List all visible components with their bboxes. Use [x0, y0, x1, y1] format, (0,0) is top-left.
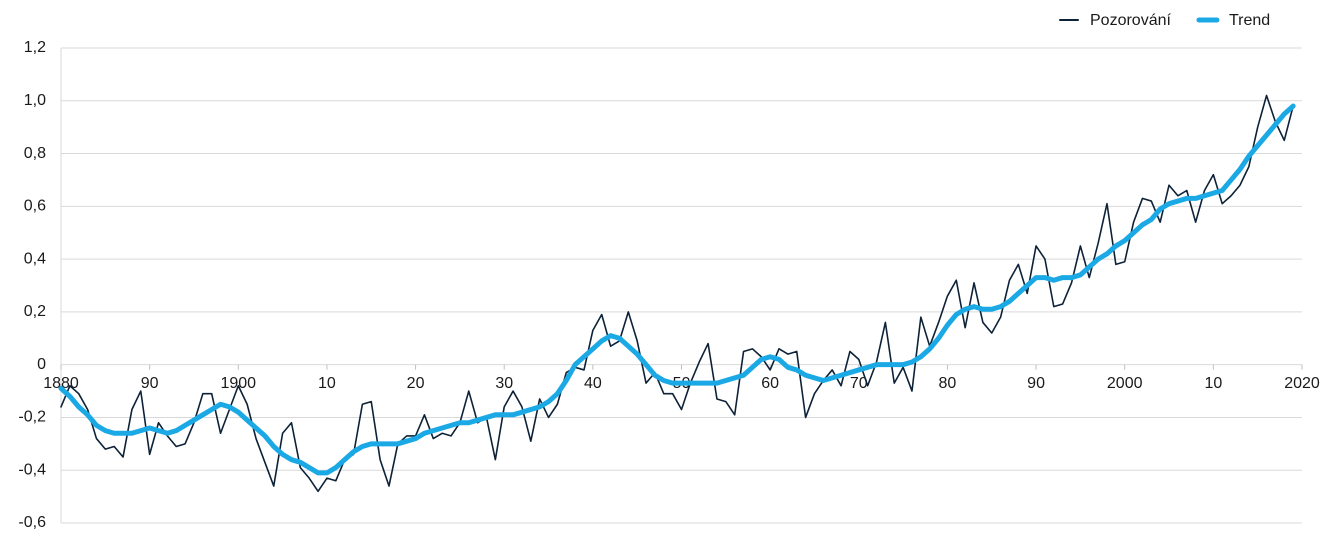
- y-tick-label: 1,0: [24, 92, 46, 109]
- y-tick-label: -0,4: [18, 461, 46, 478]
- series-line: [58, 103, 1296, 476]
- series-line: [60, 94, 1294, 493]
- x-tick-label: 2020: [1284, 375, 1320, 392]
- x-tick-label: 30: [495, 375, 513, 392]
- y-tick-label: 1,2: [24, 39, 46, 56]
- legend-label: Pozorování: [1090, 12, 1171, 29]
- x-tick-label: 70: [850, 375, 868, 392]
- x-tick-label: 90: [141, 375, 159, 392]
- x-tick-label: 10: [318, 375, 336, 392]
- y-tick-label: -0,6: [18, 514, 46, 531]
- y-tick-label: 0,4: [24, 250, 46, 267]
- x-tick-label: 80: [939, 375, 957, 392]
- x-tick-label: 90: [1027, 375, 1045, 392]
- y-tick-label: 0: [37, 356, 46, 373]
- x-tick-label: 10: [1204, 375, 1222, 392]
- x-tick-label: 2000: [1107, 375, 1143, 392]
- x-tick-label: 40: [584, 375, 602, 392]
- x-tick-label: 20: [407, 375, 425, 392]
- legend-label: Trend: [1229, 12, 1270, 29]
- y-tick-label: -0,2: [18, 409, 46, 426]
- y-tick-label: 0,8: [24, 145, 46, 162]
- x-tick-label: 1900: [220, 375, 256, 392]
- y-tick-label: 0,2: [24, 303, 46, 320]
- y-tick-label: 0,6: [24, 198, 46, 215]
- x-tick-label: 60: [761, 375, 779, 392]
- x-tick-label: 1880: [43, 375, 79, 392]
